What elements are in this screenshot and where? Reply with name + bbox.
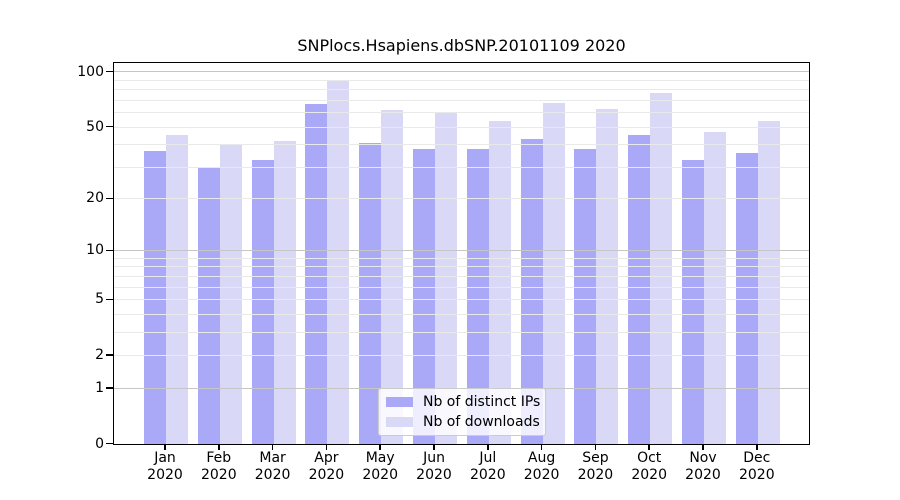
legend-entry-downloads: Nb of downloads bbox=[386, 414, 540, 430]
bar-downloads-may bbox=[381, 110, 404, 444]
y-tick-label-1: 1 bbox=[95, 379, 104, 396]
bar-downloads-apr bbox=[327, 80, 350, 444]
x-tick-mark-sep bbox=[594, 445, 597, 450]
y-tick-mark-0 bbox=[106, 442, 113, 445]
plot-area bbox=[113, 62, 810, 445]
bar-distinct-ips-jan bbox=[144, 150, 166, 444]
legend-label-downloads: Nb of downloads bbox=[423, 414, 540, 430]
x-tick-label-mar: Mar 2020 bbox=[254, 450, 291, 483]
y-tick-mark-2 bbox=[106, 354, 113, 356]
bar-downloads-jun bbox=[435, 112, 457, 444]
legend-label-distinct-ips: Nb of distinct IPs bbox=[423, 394, 541, 410]
bar-distinct-ips-aug bbox=[520, 138, 543, 444]
bar-downloads-nov bbox=[704, 131, 726, 444]
bar-downloads-feb bbox=[219, 144, 242, 444]
x-tick-mark-may bbox=[379, 445, 381, 450]
y-tick-label-100: 100 bbox=[77, 63, 104, 80]
bar-distinct-ips-apr bbox=[305, 103, 328, 444]
y-tick-label-50: 50 bbox=[86, 118, 104, 135]
chart-title: SNPlocs.Hsapiens.dbSNP.20101109 2020 bbox=[297, 36, 626, 55]
bar-downloads-oct bbox=[650, 92, 673, 444]
x-tick-mark-nov bbox=[702, 445, 704, 450]
gridline-y-8 bbox=[114, 266, 809, 268]
x-tick-mark-oct bbox=[648, 445, 650, 450]
x-tick-label-aug: Aug 2020 bbox=[523, 450, 560, 483]
y-tick-label-2: 2 bbox=[95, 347, 104, 364]
gridline-y-3 bbox=[114, 331, 809, 333]
bar-distinct-ips-may bbox=[359, 142, 382, 444]
bar-downloads-mar bbox=[273, 140, 296, 444]
y-tick-mark-1 bbox=[106, 387, 113, 389]
x-tick-label-sep: Sep 2020 bbox=[577, 450, 614, 483]
gridline-y-50 bbox=[114, 126, 809, 128]
y-tick-mark-10 bbox=[106, 249, 113, 252]
gridline-y-4 bbox=[114, 313, 809, 315]
y-tick-mark-50 bbox=[106, 125, 113, 128]
x-tick-label-nov: Nov 2020 bbox=[685, 450, 721, 483]
x-tick-mark-dec bbox=[756, 445, 758, 450]
bar-downloads-dec bbox=[757, 120, 780, 444]
x-tick-mark-jun bbox=[433, 445, 435, 450]
y-tick-label-5: 5 bbox=[95, 291, 104, 308]
gridline-y-60 bbox=[114, 112, 809, 114]
bar-downloads-jan bbox=[166, 135, 188, 444]
x-tick-mark-aug bbox=[540, 445, 543, 450]
x-tick-mark-jan bbox=[164, 445, 166, 450]
x-tick-label-may: May 2020 bbox=[362, 450, 398, 483]
x-tick-label-apr: Apr 2020 bbox=[308, 450, 345, 483]
gridline-y-2 bbox=[114, 354, 809, 356]
x-tick-label-dec: Dec 2020 bbox=[738, 450, 775, 483]
y-tick-mark-100 bbox=[106, 70, 113, 73]
y-tick-mark-20 bbox=[106, 197, 113, 199]
gridline-y-6 bbox=[114, 286, 809, 288]
gridline-y-30 bbox=[114, 166, 809, 168]
bar-distinct-ips-feb bbox=[197, 167, 220, 444]
x-tick-label-jun: Jun 2020 bbox=[416, 450, 452, 483]
x-tick-mark-apr bbox=[325, 445, 328, 450]
gridline-y-10 bbox=[114, 250, 809, 252]
bar-distinct-ips-oct bbox=[628, 135, 651, 444]
y-tick-label-20: 20 bbox=[86, 190, 104, 207]
x-tick-label-jul: Jul 2020 bbox=[469, 450, 506, 483]
bar-distinct-ips-jun bbox=[413, 148, 435, 444]
x-tick-mark-jul bbox=[487, 445, 489, 450]
x-tick-mark-feb bbox=[218, 445, 220, 450]
gridline-y-9 bbox=[114, 257, 809, 259]
gridline-y-20 bbox=[114, 198, 809, 200]
gridline-y-7 bbox=[114, 275, 809, 277]
bar-downloads-aug bbox=[542, 102, 565, 444]
x-tick-label-feb: Feb 2020 bbox=[200, 450, 237, 483]
legend-entry-distinct-ips: Nb of distinct IPs bbox=[386, 394, 541, 410]
y-tick-label-10: 10 bbox=[86, 242, 104, 259]
plot-canvas bbox=[114, 63, 809, 444]
bar-distinct-ips-sep bbox=[574, 148, 597, 444]
legend-swatch-distinct-ips bbox=[386, 396, 413, 408]
bar-distinct-ips-mar bbox=[251, 159, 274, 444]
gridline-y-5 bbox=[114, 299, 809, 301]
bar-downloads-jul bbox=[488, 120, 511, 444]
gridline-y-70 bbox=[114, 99, 809, 101]
bar-distinct-ips-dec bbox=[735, 152, 758, 444]
gridline-y-100 bbox=[114, 71, 809, 73]
legend: Nb of distinct IPs Nb of downloads bbox=[378, 388, 546, 436]
gridline-y-90 bbox=[114, 79, 809, 81]
bar-distinct-ips-nov bbox=[682, 159, 704, 444]
x-tick-mark-mar bbox=[271, 445, 274, 450]
legend-swatch-downloads bbox=[386, 416, 413, 428]
bar-distinct-ips-jul bbox=[466, 148, 489, 444]
x-tick-label-oct: Oct 2020 bbox=[631, 450, 667, 483]
gridline-y-40 bbox=[114, 144, 809, 146]
x-tick-label-jan: Jan 2020 bbox=[147, 450, 183, 483]
y-tick-label-0: 0 bbox=[95, 435, 104, 452]
y-tick-mark-5 bbox=[106, 298, 113, 300]
gridline-y-80 bbox=[114, 89, 809, 91]
